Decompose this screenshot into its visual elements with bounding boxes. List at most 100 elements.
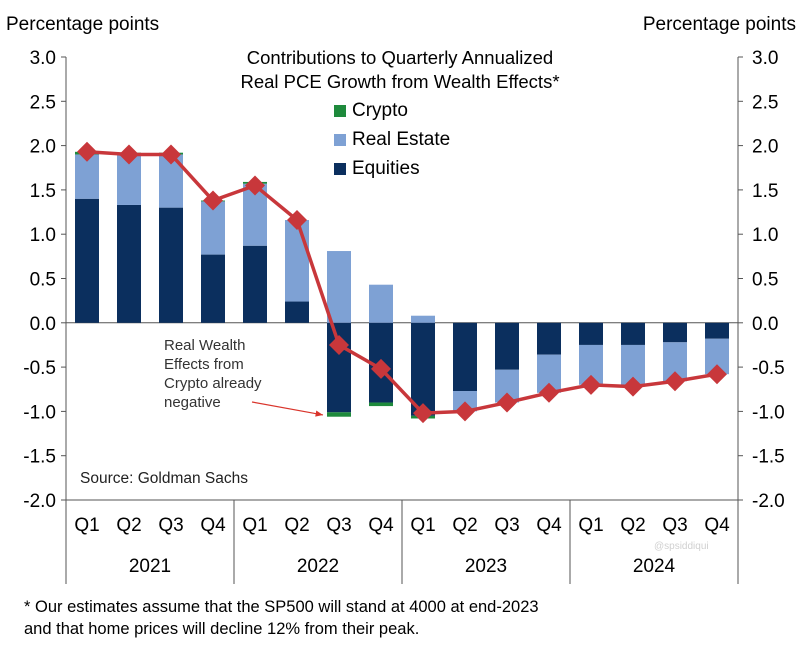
y-tick-label-right: 0.0 (752, 314, 778, 335)
bar-real-estate (411, 315, 435, 323)
x-tick-label: Q2 (284, 515, 309, 536)
bar-real-estate (327, 251, 351, 323)
y-tick-label-left: 0.5 (30, 270, 56, 291)
bar-equities (579, 322, 603, 345)
y-tick-label-left: -1.5 (23, 447, 56, 468)
annotation-arrow-shaft (251, 401, 324, 416)
total-line-path (86, 150, 718, 415)
x-tick-label: Q2 (620, 515, 645, 536)
chart-title: Contributions to Quarterly Annualized (246, 47, 554, 68)
bar-equities (243, 245, 267, 323)
y-tick-label-right: 2.0 (752, 137, 778, 158)
x-tick-label: Q1 (242, 515, 267, 536)
x-tick-label: Q4 (704, 515, 730, 536)
annotation-line: negative (164, 394, 221, 411)
footnote-line: and that home prices will decline 12% fr… (24, 620, 420, 638)
annotation-arrow (251, 401, 324, 417)
y-tick-label-right: -2.0 (752, 491, 785, 512)
total-line-marker (455, 401, 475, 422)
total-line-marker (497, 392, 517, 413)
x-year-label: 2022 (297, 556, 339, 577)
legend-swatch-real-estate (334, 134, 346, 146)
total-line-marker (329, 334, 349, 355)
legend-swatch-equities (334, 163, 346, 175)
annotation-line: Crypto already (164, 375, 262, 392)
footnote: * Our estimates assume that the SP500 wi… (24, 596, 539, 640)
y-tick-label-right: 0.5 (752, 270, 778, 291)
x-tick-label: Q3 (326, 515, 351, 536)
bar-real-estate (369, 284, 393, 323)
bar-equities (453, 322, 477, 392)
y-tick-label-right: -1.0 (752, 402, 785, 423)
annotation-arrow-head (315, 410, 323, 417)
legend-label-equities: Equities (352, 158, 420, 179)
bar-equities (621, 322, 645, 345)
x-year-label: 2024 (633, 556, 676, 577)
total-line-marker (287, 210, 307, 231)
y-tick-label-right: 1.0 (752, 225, 778, 246)
y-tick-label-right: -0.5 (752, 358, 785, 379)
legend-item-equities: Equities (334, 158, 420, 180)
bar-equities (537, 322, 561, 355)
bar-real-estate (75, 154, 99, 199)
x-year-label: 2023 (465, 556, 507, 577)
x-tick-label: Q1 (74, 515, 99, 536)
y-tick-label-left: -0.5 (23, 358, 56, 379)
y-tick-label-right: 2.5 (752, 92, 778, 113)
y-tick-label-right: 1.5 (752, 181, 778, 202)
chart-subtitle: Real PCE Growth from Wealth Effects* (240, 71, 560, 92)
x-tick-label: Q2 (116, 515, 141, 536)
bar-equities (705, 322, 729, 339)
y-axis-title-left: Percentage points (6, 14, 160, 35)
x-year-label: 2021 (129, 556, 171, 577)
total-line-marker (203, 190, 223, 211)
watermark: @spsiddiqui (654, 541, 709, 552)
bar-real-estate (453, 391, 477, 412)
y-tick-label-left: 0.0 (30, 314, 56, 335)
total-line-marker (119, 144, 139, 165)
bar-equities (285, 301, 309, 323)
y-tick-label-left: -1.0 (23, 402, 56, 423)
y-tick-label-left: 1.0 (30, 225, 56, 246)
legend-swatch-crypto (334, 105, 346, 117)
total-line-marker (665, 371, 685, 392)
bar-equities (411, 322, 435, 416)
chart-bars (75, 151, 729, 419)
bar-equities (159, 207, 183, 323)
source-note: Source: Goldman Sachs (80, 470, 249, 487)
total-line-marker (77, 141, 97, 162)
total-line-marker (161, 144, 181, 165)
chart-total-line (77, 141, 727, 424)
chart-annotation: Real Wealth Effects from Crypto already … (164, 336, 262, 412)
bar-crypto (327, 412, 351, 417)
y-tick-label-right: -1.5 (752, 447, 785, 468)
legend-item-real-estate: Real Estate (334, 129, 450, 151)
annotation-line: Real Wealth (164, 337, 246, 354)
y-tick-label-left: 3.0 (30, 48, 56, 69)
y-tick-label-left: 2.5 (30, 92, 56, 113)
footnote-line: * Our estimates assume that the SP500 wi… (24, 598, 539, 616)
y-tick-label-right: 3.0 (752, 48, 778, 69)
legend-label-real-estate: Real Estate (352, 129, 451, 150)
x-tick-label: Q1 (578, 515, 603, 536)
bar-equities (201, 254, 225, 323)
y-tick-label-left: -2.0 (23, 491, 56, 512)
x-tick-label: Q1 (410, 515, 435, 536)
bar-equities (495, 322, 519, 370)
x-tick-label: Q4 (200, 515, 226, 536)
total-line-marker (371, 358, 391, 379)
bar-real-estate (285, 220, 309, 302)
legend-item-crypto: Crypto (334, 100, 408, 122)
x-tick-label: Q3 (158, 515, 183, 536)
bar-equities (75, 198, 99, 323)
x-tick-label: Q4 (536, 515, 562, 536)
total-line-marker (539, 382, 559, 403)
total-line-marker (413, 403, 433, 424)
annotation-line: Effects from (164, 356, 244, 373)
legend-label-crypto: Crypto (352, 100, 408, 121)
y-tick-label-left: 2.0 (30, 137, 56, 158)
bar-crypto (369, 402, 393, 407)
x-tick-label: Q3 (662, 515, 687, 536)
y-axis-title-right: Percentage points (642, 14, 796, 35)
